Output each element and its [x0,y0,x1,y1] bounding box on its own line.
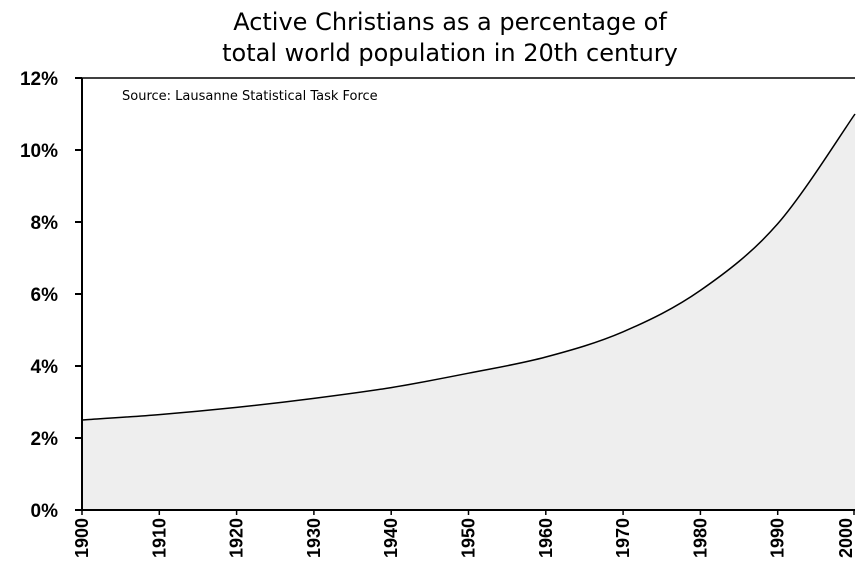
y-tick-label: 8% [31,213,59,234]
y-axis: 0% 2% 4% 6% 8% 10% 12% [20,69,855,522]
area-fill [82,114,855,510]
x-tick-label: 1930 [304,518,324,558]
x-tick-label: 1970 [613,518,633,558]
x-tick-label: 1940 [381,518,401,558]
y-tick-label: 10% [20,141,58,162]
x-tick-label: 1980 [690,518,710,558]
chart-title-line-1: Active Christians as a percentage of [233,8,667,36]
x-axis: 1900 1910 1920 1930 1940 1950 1960 1970 1980 1990… [72,509,856,558]
y-tick-label: 12% [20,69,58,90]
y-tick-label: 4% [31,357,59,378]
x-tick-label: 2000 [836,518,856,558]
x-tick-label: 1990 [768,518,788,558]
y-tick-label: 2% [31,429,59,450]
series-line [81,113,856,421]
y-tick-label: 6% [31,285,59,306]
source-annotation: Source: Lausanne Statistical Task Force [122,89,378,104]
chart-title-line-2: total world population in 20th century [222,39,678,67]
plot-area [81,113,856,510]
x-tick-label: 1910 [149,518,169,558]
x-tick-label: 1960 [536,518,556,558]
y-tick-label: 0% [31,501,59,522]
x-tick-label: 1900 [72,518,92,558]
x-tick-label: 1950 [459,518,479,558]
x-tick-label: 1920 [227,518,247,558]
